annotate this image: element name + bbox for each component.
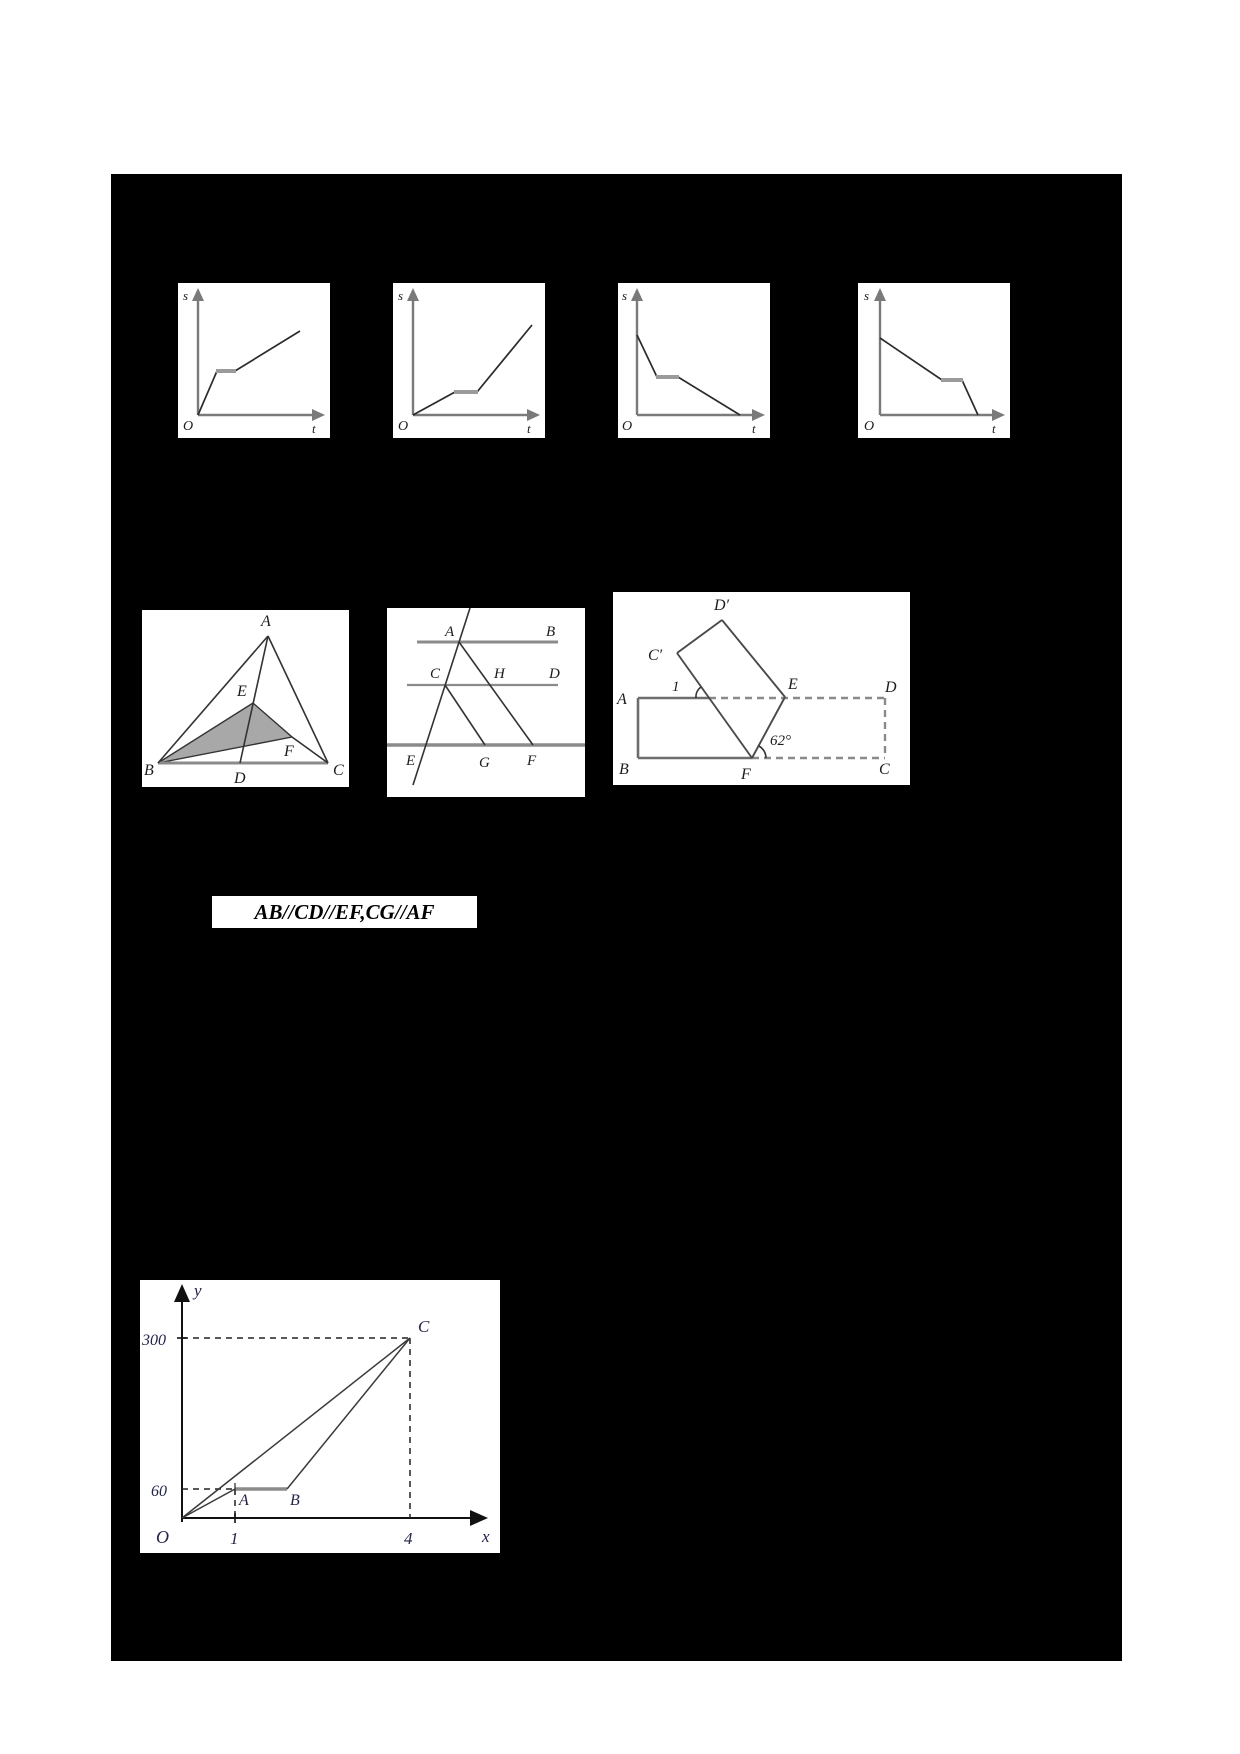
t-axis-label: t xyxy=(992,421,996,436)
label-A: A xyxy=(616,691,627,708)
x-axis-label: x xyxy=(481,1527,490,1546)
segment-BC xyxy=(286,1337,411,1490)
option-graph-b: s O t xyxy=(393,283,545,438)
t-axis-label: t xyxy=(527,421,531,436)
s-axis-arrow-icon xyxy=(192,288,204,301)
shaded-triangle-BEF xyxy=(157,702,294,764)
y-axis-arrow-icon xyxy=(174,1284,190,1302)
y-axis-label: y xyxy=(192,1281,202,1300)
t-axis-arrow-icon xyxy=(992,409,1005,421)
label-D-prime: D′ xyxy=(713,597,730,614)
tick-label-4: 4 xyxy=(404,1529,413,1548)
edge-Dprime-E xyxy=(721,619,786,698)
option-graph-a: s O t xyxy=(178,283,330,438)
origin-label: O xyxy=(398,419,408,434)
edge-E-F xyxy=(751,696,786,759)
label-angle-62: 62° xyxy=(770,733,791,749)
s-axis-label: s xyxy=(622,288,627,303)
label-C-prime: C′ xyxy=(648,647,663,664)
label-C: C xyxy=(430,666,441,682)
label-G: G xyxy=(479,755,490,771)
rectangle-fold-figure: A B F C D E D′ C′ 1 62° xyxy=(613,592,910,785)
t-axis-arrow-icon xyxy=(752,409,765,421)
side-AC xyxy=(267,635,329,764)
label-B: B xyxy=(546,624,555,640)
s-axis-arrow-icon xyxy=(631,288,643,301)
s-axis-label: s xyxy=(183,288,188,303)
origin-label: O xyxy=(864,419,874,434)
label-C: C xyxy=(333,762,344,779)
tick-label-60: 60 xyxy=(151,1483,167,1500)
label-D: D xyxy=(548,666,560,682)
label-E: E xyxy=(787,676,798,693)
distance-curve xyxy=(412,324,533,416)
triangle-figure: A B C D E F xyxy=(142,610,349,787)
label-B: B xyxy=(619,761,629,778)
distance-time-graph: 300 60 1 4 O y x A B C xyxy=(140,1280,500,1553)
s-axis-arrow-icon xyxy=(407,288,419,301)
label-F: F xyxy=(526,753,537,769)
t-axis-label: t xyxy=(312,421,316,436)
side-AB xyxy=(157,635,269,764)
label-H: H xyxy=(493,666,506,682)
option-graph-c: s O t xyxy=(618,283,770,438)
label-D: D xyxy=(884,679,897,696)
cevian-AD xyxy=(239,635,269,764)
t-axis-arrow-icon xyxy=(527,409,540,421)
t-axis-label: t xyxy=(752,421,756,436)
origin-label: O xyxy=(156,1527,169,1547)
segment-OC xyxy=(181,1337,411,1519)
segment-OA xyxy=(181,1488,236,1519)
option-graph-d: s O t xyxy=(858,283,1010,438)
label-A: A xyxy=(238,1492,249,1509)
t-axis-arrow-icon xyxy=(312,409,325,421)
label-A: A xyxy=(444,624,455,640)
label-angle-1: 1 xyxy=(672,679,680,695)
given-conditions-formula: AB//CD//EF,CG//AF xyxy=(212,896,477,928)
distance-curve xyxy=(879,337,979,416)
transversal-line xyxy=(412,608,471,786)
label-D: D xyxy=(233,770,246,787)
s-axis-arrow-icon xyxy=(874,288,886,301)
label-C: C xyxy=(418,1317,430,1336)
tick-label-1: 1 xyxy=(230,1529,239,1548)
s-axis-label: s xyxy=(864,288,869,303)
origin-label: O xyxy=(183,419,193,434)
segment-AF xyxy=(458,641,534,746)
segment-CG xyxy=(444,684,486,746)
label-F: F xyxy=(283,743,294,760)
s-axis-label: s xyxy=(398,288,403,303)
parallel-lines-figure: A B C H D E G F xyxy=(387,608,585,797)
segment-FC xyxy=(291,736,329,764)
distance-curve xyxy=(636,334,741,416)
label-E: E xyxy=(405,753,415,769)
origin-label: O xyxy=(622,419,632,434)
angle-1-arc xyxy=(695,686,702,699)
label-C: C xyxy=(879,761,890,778)
label-F: F xyxy=(740,766,751,783)
x-axis-arrow-icon xyxy=(470,1510,488,1526)
edge-Cprime-F xyxy=(676,652,753,759)
edge-Cprime-Dprime xyxy=(676,619,723,654)
label-E: E xyxy=(236,683,247,700)
label-B: B xyxy=(290,1492,300,1509)
angle-62-arc xyxy=(758,745,767,759)
label-A: A xyxy=(260,613,271,630)
label-B: B xyxy=(144,762,154,779)
distance-curve xyxy=(197,330,301,416)
tick-label-300: 300 xyxy=(141,1332,166,1349)
